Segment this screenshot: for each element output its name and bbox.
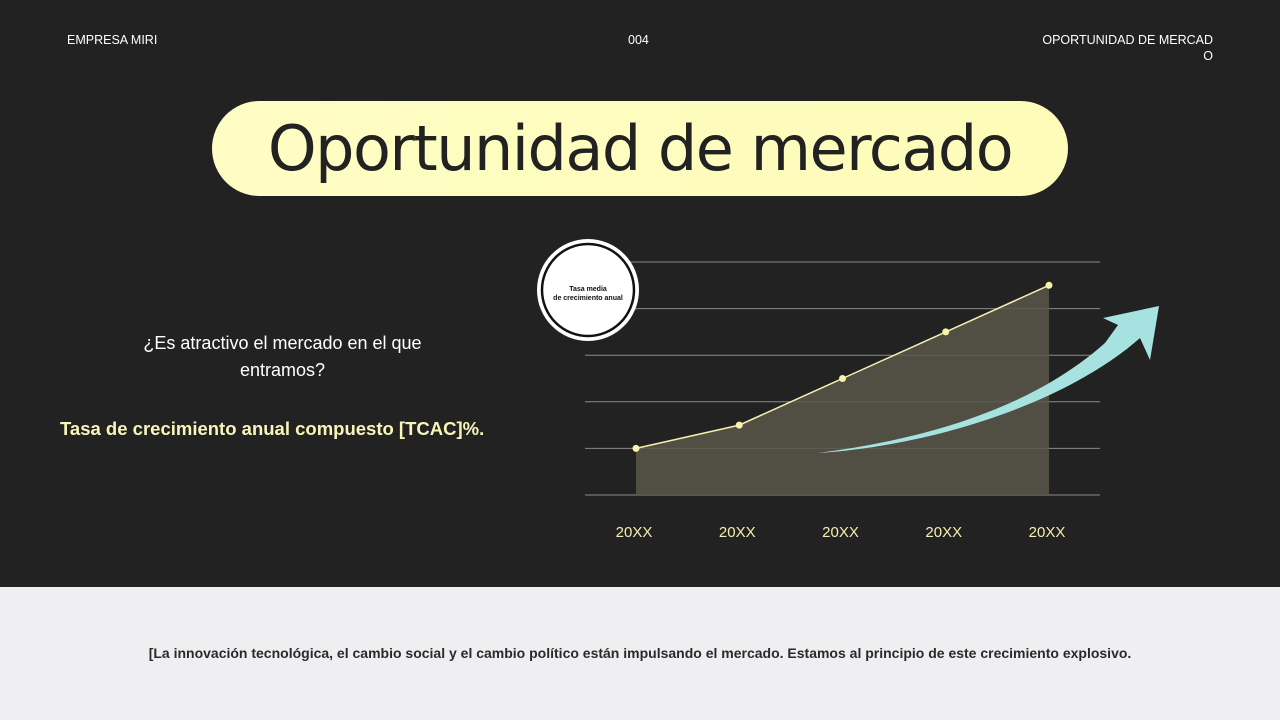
question-text: ¿Es atractivo el mercado en el que entra… — [143, 333, 422, 380]
x-tick-label: 20XX — [719, 524, 756, 541]
data-point — [632, 444, 640, 452]
x-tick-label: 20XX — [1029, 524, 1066, 541]
cagr-highlight: Tasa de crecimiento anual compuesto [TCA… — [60, 418, 485, 439]
x-tick-label: 20XX — [616, 524, 653, 541]
title-pill: Oportunidad de mercado — [212, 101, 1068, 196]
data-point — [942, 328, 950, 336]
page-title: Oportunidad de mercado — [267, 112, 1014, 185]
cagr-badge: Tasa media de crecimiento anual — [537, 239, 639, 341]
x-tick-label: 20XX — [925, 524, 962, 541]
area-fill — [636, 285, 1049, 495]
x-tick-label: 20XX — [822, 524, 859, 541]
badge-line2: de crecimiento anual — [553, 295, 623, 302]
growth-arrow-icon — [818, 306, 1159, 453]
company-name: EMPRESA MIRI — [67, 33, 158, 47]
badge-line1: Tasa media — [569, 286, 607, 293]
section-name: OPORTUNIDAD DE MERCADO — [1042, 33, 1213, 63]
page-number: 004 — [628, 33, 649, 47]
footer-text: [La innovación tecnológica, el cambio so… — [148, 645, 1132, 661]
data-point — [1045, 281, 1053, 289]
growth-chart: 20XX 20XX 20XX 20XX 20XX Tasa media de creci… — [537, 239, 1159, 541]
data-point — [839, 375, 846, 382]
data-point — [735, 421, 743, 429]
footer-band: [La innovación tecnológica, el cambio so… — [0, 587, 1280, 720]
